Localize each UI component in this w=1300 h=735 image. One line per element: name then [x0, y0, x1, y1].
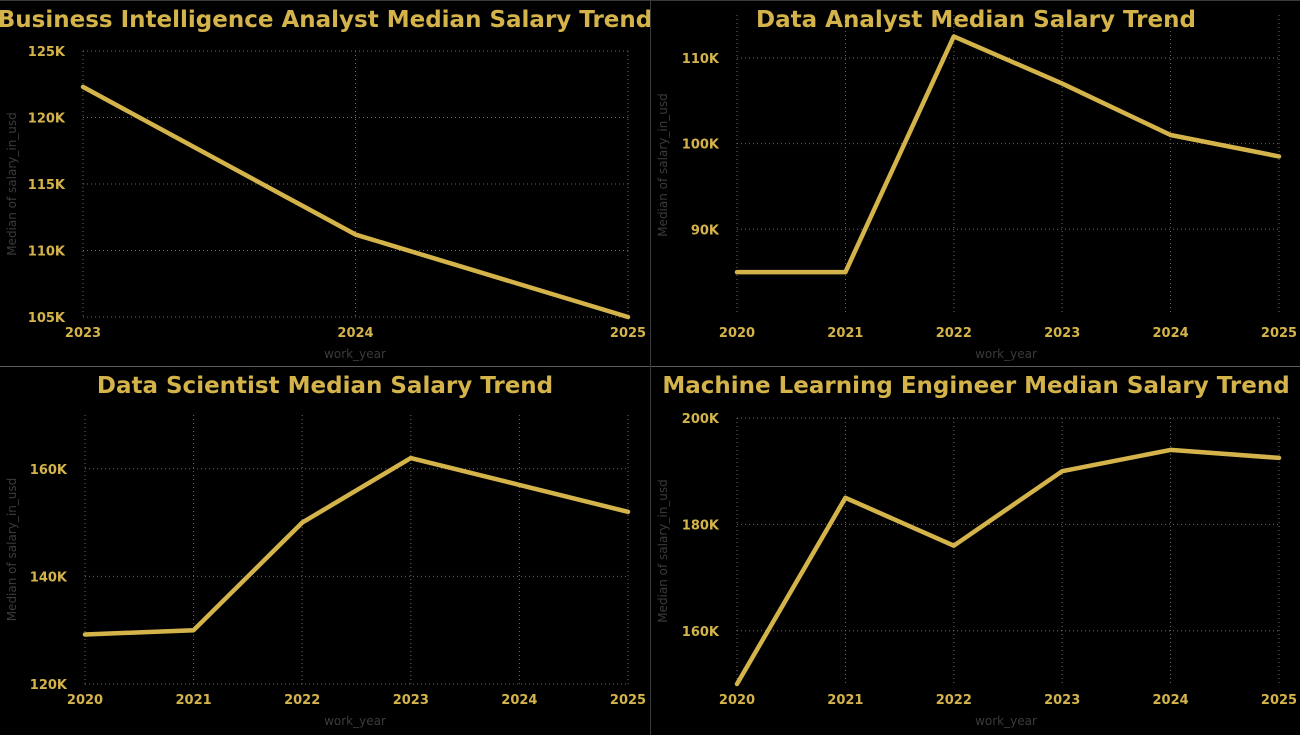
x-tick-label: 2025	[1261, 693, 1297, 708]
series-line	[734, 34, 1282, 275]
x-tick-label: 2025	[610, 326, 646, 341]
chart-panel-data-analyst: Data Analyst Median Salary Trend 90K 100K 1…	[651, 0, 1300, 366]
x-tick-label: 2021	[827, 326, 863, 341]
y-tick-label: 120K	[28, 112, 66, 127]
chart-svg-bi-analyst: Business Intelligence Analyst Median Sal…	[0, 7, 650, 361]
x-tick-label: 2024	[501, 693, 537, 708]
y-tick-label: 100K	[682, 138, 720, 153]
x-tick-label: 2021	[176, 693, 212, 708]
chart-title: Data Scientist Median Salary Trend	[97, 373, 553, 399]
y-tick-label: 115K	[28, 178, 66, 193]
x-tick-label: 2021	[827, 693, 863, 708]
x-axis-label: work_year	[975, 714, 1037, 728]
y-axis-label: Median of salary_in_usd	[656, 93, 670, 237]
x-tick-label: 2020	[719, 693, 755, 708]
y-tick-label: 160K	[30, 463, 68, 478]
x-tick-label: 2023	[1044, 326, 1080, 341]
x-axis-label: work_year	[324, 347, 386, 361]
chart-panel-bi-analyst: Business Intelligence Analyst Median Sal…	[0, 0, 650, 366]
chart-svg-data-analyst: Data Analyst Median Salary Trend 90K 100K 1…	[656, 7, 1297, 361]
y-tick-label: 110K	[682, 52, 720, 67]
x-tick-label: 2023	[65, 326, 101, 341]
x-tick-label: 2024	[1153, 326, 1189, 341]
chart-panel-data-scientist: Data Scientist Median Salary Trend 120K 14…	[0, 367, 650, 735]
y-tick-label: 125K	[28, 45, 66, 60]
chart-title: Machine Learning Engineer Median Salary …	[662, 373, 1289, 399]
y-axis-label: Median of salary_in_usd	[5, 478, 19, 622]
x-tick-label: 2020	[719, 326, 755, 341]
y-axis-label: Median of salary_in_usd	[5, 112, 19, 256]
y-tick-label: 110K	[28, 245, 66, 260]
x-axis-label: work_year	[324, 714, 386, 728]
y-axis-label: Median of salary_in_usd	[656, 479, 670, 623]
chart-title: Business Intelligence Analyst Median Sal…	[0, 7, 650, 33]
y-tick-label: 120K	[30, 678, 68, 693]
x-tick-label: 2023	[1044, 693, 1080, 708]
x-tick-label: 2024	[337, 326, 373, 341]
vertical-divider	[650, 0, 651, 735]
x-tick-label: 2020	[67, 693, 103, 708]
series-line	[80, 84, 631, 320]
x-tick-label: 2022	[284, 693, 320, 708]
y-tick-label: 140K	[30, 570, 68, 585]
y-tick-label: 105K	[28, 311, 66, 326]
y-tick-label: 160K	[682, 625, 720, 640]
x-tick-label: 2022	[936, 326, 972, 341]
x-axis-label: work_year	[975, 347, 1037, 361]
y-tick-label: 180K	[682, 518, 720, 533]
y-tick-label: 200K	[682, 412, 720, 427]
chart-title: Data Analyst Median Salary Trend	[756, 7, 1196, 33]
series-line	[82, 455, 631, 637]
series-line	[734, 447, 1282, 687]
x-tick-label: 2022	[936, 693, 972, 708]
x-tick-label: 2023	[393, 693, 429, 708]
x-tick-label: 2025	[1261, 326, 1297, 341]
chart-svg-ml-engineer: Machine Learning Engineer Median Salary …	[656, 373, 1297, 728]
x-tick-label: 2025	[610, 693, 646, 708]
y-tick-label: 90K	[691, 223, 720, 238]
chart-panel-ml-engineer: Machine Learning Engineer Median Salary …	[651, 367, 1300, 735]
x-tick-label: 2024	[1153, 693, 1189, 708]
chart-svg-data-scientist: Data Scientist Median Salary Trend 120K 14…	[5, 373, 646, 728]
